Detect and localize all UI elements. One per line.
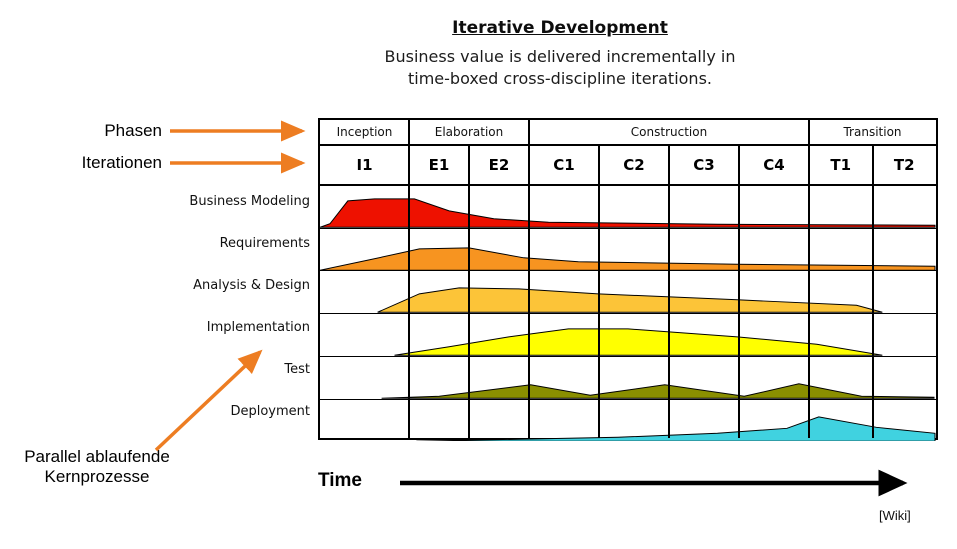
diagram-title: Iterative Development xyxy=(452,18,668,38)
parallel-processes-arrow-icon xyxy=(154,349,263,452)
iteration-cell-e2: E2 xyxy=(469,146,529,184)
iteration-cell-c2: C2 xyxy=(599,146,669,184)
phases-arrow-icon xyxy=(170,120,306,142)
iterations-annotation-label: Iterationen xyxy=(81,153,162,172)
diagram-subtitle: Business value is delivered incrementall… xyxy=(280,46,840,90)
phase-label: Transition xyxy=(843,125,902,139)
iteration-cell-c1: C1 xyxy=(529,146,599,184)
phase-label: Elaboration xyxy=(434,125,504,139)
phase-cell-elaboration: Elaboration xyxy=(409,120,529,144)
iteration-label: C4 xyxy=(763,156,785,174)
discipline-row-test xyxy=(320,357,936,400)
phase-boundary-line xyxy=(528,120,530,438)
discipline-row-analysis-design xyxy=(320,271,936,315)
row-label-business-modeling: Business Modeling xyxy=(189,194,310,209)
iterations-arrow-icon xyxy=(170,152,306,174)
subtitle-line-2: time-boxed cross-discipline iterations. xyxy=(407,69,712,88)
row-label-requirements: Requirements xyxy=(219,236,310,251)
parallel-annotation-line-1: Parallel ablaufende xyxy=(24,447,170,466)
phases-annotation-label: Phasen xyxy=(104,121,162,140)
iteration-cell-t2: T2 xyxy=(873,146,937,184)
iteration-label: C3 xyxy=(693,156,715,174)
requirements-effort-hump xyxy=(320,247,936,271)
iteration-boundary-line xyxy=(598,146,600,438)
iteration-boundary-line xyxy=(871,146,874,438)
iteration-boundary-line xyxy=(468,146,470,438)
row-label-test: Test xyxy=(284,362,310,377)
iteration-cell-c4: C4 xyxy=(739,146,809,184)
iteration-boundary-line xyxy=(668,146,670,438)
iteration-label: E1 xyxy=(428,156,450,174)
phase-label: Construction xyxy=(630,125,708,139)
subtitle-line-1: Business value is delivered incrementall… xyxy=(384,47,736,66)
time-axis-arrow-icon xyxy=(400,469,908,497)
analysis-design-effort-hump xyxy=(377,287,883,314)
iteration-label: I1 xyxy=(356,156,373,174)
row-label-implementation: Implementation xyxy=(206,320,310,335)
phase-cell-inception: Inception xyxy=(320,120,409,144)
discipline-rows xyxy=(320,186,936,442)
row-label-deployment: Deployment xyxy=(230,404,310,419)
phase-label: Inception xyxy=(336,125,393,139)
iteration-label: C2 xyxy=(623,156,645,174)
iteration-header-row: I1 E1 E2 C1 C2 C3 C4 T1 T2 xyxy=(320,146,936,186)
phase-header-row: Inception Elaboration Construction Trans… xyxy=(320,120,936,146)
iteration-label: T2 xyxy=(893,156,915,174)
phase-cell-transition: Transition xyxy=(809,120,936,144)
iteration-boundary-line xyxy=(738,146,740,438)
parallel-processes-annotation: Parallel ablaufende Kernprozesse xyxy=(2,447,192,487)
iteration-label: E2 xyxy=(488,156,510,174)
business-modeling-effort-hump xyxy=(320,198,936,228)
iteration-cell-t1: T1 xyxy=(809,146,873,184)
phase-boundary-line xyxy=(808,120,810,438)
discipline-row-business-modeling xyxy=(320,186,936,229)
test-effort-hump xyxy=(381,383,935,399)
row-label-analysis-design: Analysis & Design xyxy=(193,278,310,293)
deployment-effort-hump xyxy=(416,415,936,442)
iteration-label: T1 xyxy=(830,156,852,174)
phase-iteration-grid: Inception Elaboration Construction Trans… xyxy=(318,118,938,442)
iteration-cell-e1: E1 xyxy=(409,146,469,184)
parallel-annotation-line-2: Kernprozesse xyxy=(44,467,150,486)
discipline-row-deployment xyxy=(320,400,936,442)
discipline-row-requirements xyxy=(320,229,936,272)
time-axis-label: Time xyxy=(318,470,363,491)
iteration-label: C1 xyxy=(553,156,575,174)
iteration-cell-i1: I1 xyxy=(320,146,409,184)
iteration-cell-c3: C3 xyxy=(669,146,739,184)
phase-boundary-line xyxy=(408,120,410,438)
discipline-row-implementation xyxy=(320,314,936,357)
phase-cell-construction: Construction xyxy=(529,120,809,144)
source-credit: [Wiki] xyxy=(879,508,911,523)
implementation-effort-hump xyxy=(394,328,883,356)
